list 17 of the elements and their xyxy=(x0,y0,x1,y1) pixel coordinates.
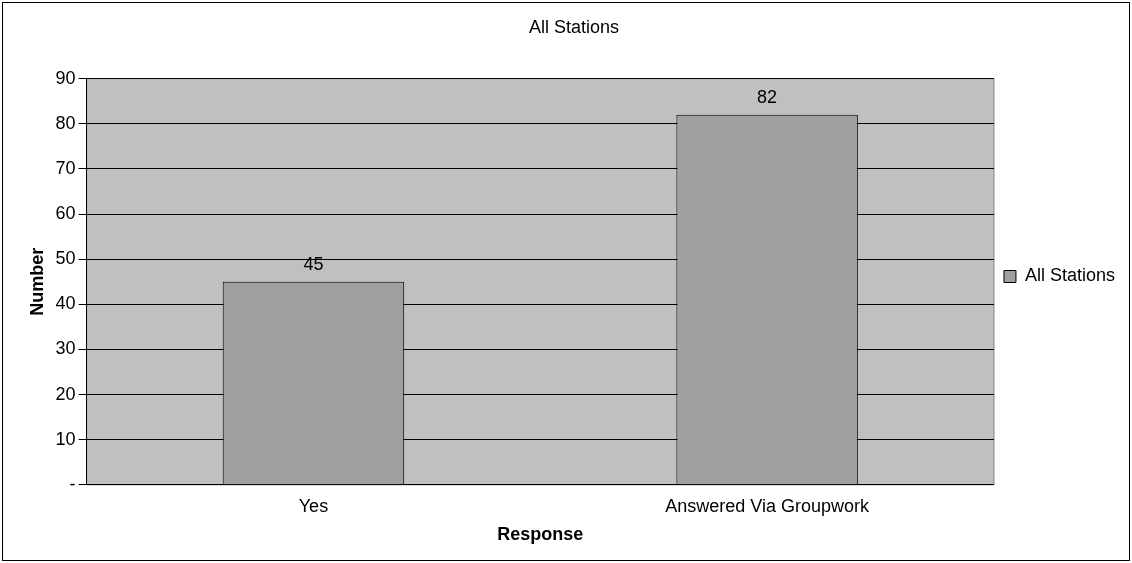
y-tick-label: 40 xyxy=(55,293,76,314)
y-tick-label: 20 xyxy=(55,383,76,404)
y-tick-label: 60 xyxy=(55,202,76,223)
x-tick-label: Answered Via Groupwork xyxy=(665,495,871,516)
x-tick-label: Yes xyxy=(298,495,329,516)
y-tick-label: 70 xyxy=(55,157,76,178)
y-tick-label: 80 xyxy=(55,112,76,133)
x-axis-title: Response xyxy=(497,524,584,545)
y-tick-label: 30 xyxy=(55,338,76,359)
legend-label: All Stations xyxy=(1024,265,1115,286)
y-tick-label: 10 xyxy=(55,428,76,449)
chart-title: All Stations xyxy=(528,16,620,37)
y-tick-label: 50 xyxy=(55,248,76,269)
data-label: 82 xyxy=(757,86,778,107)
y-tick-label: 90 xyxy=(55,67,76,88)
y-axis-title: Number xyxy=(26,247,47,316)
y-tick-label: - xyxy=(69,473,76,494)
